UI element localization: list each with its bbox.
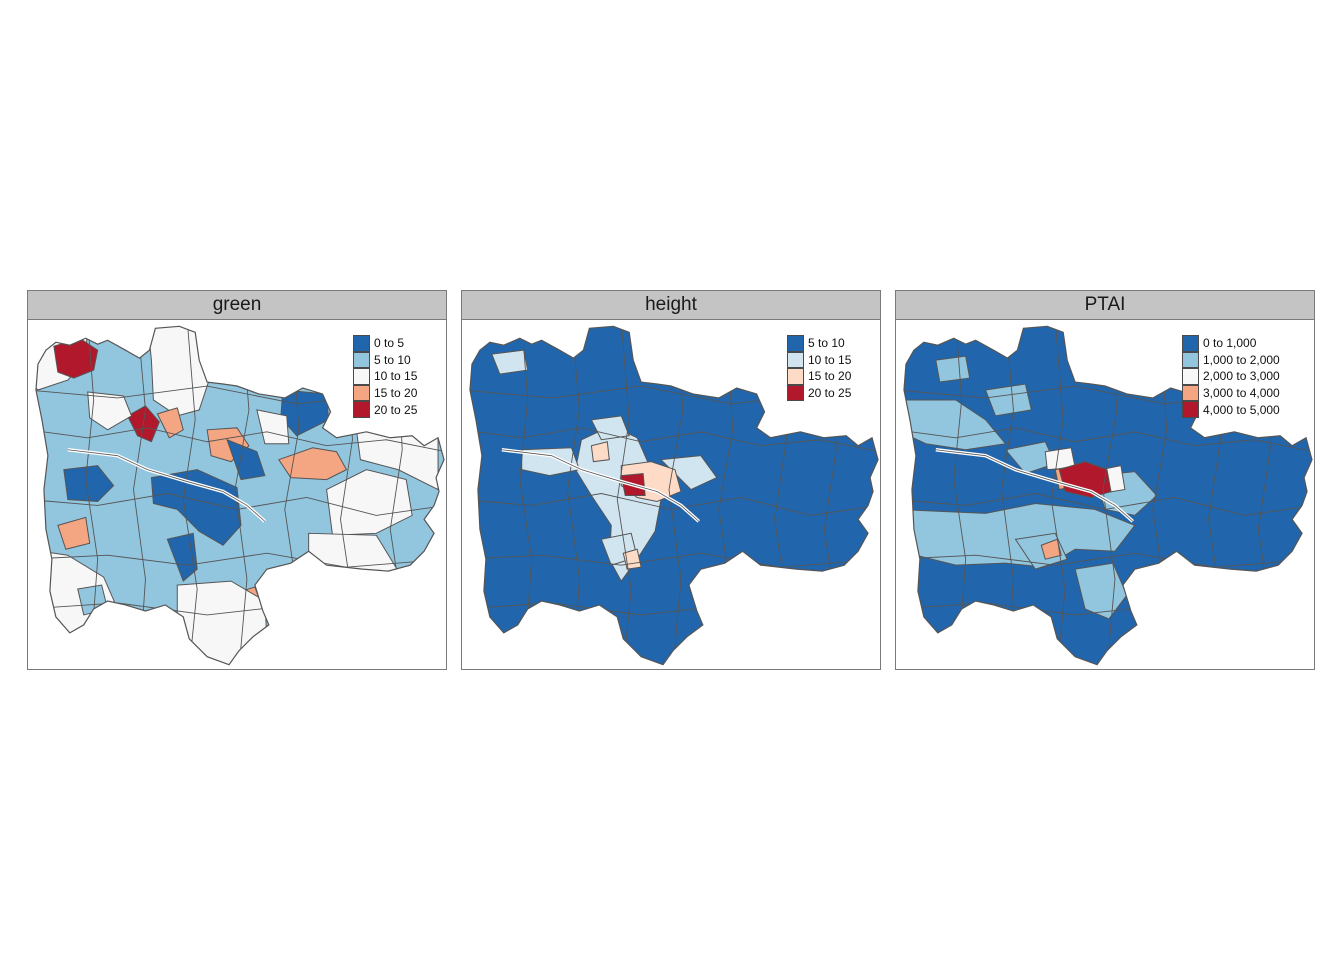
- region: [146, 326, 210, 417]
- legend-swatch: [787, 384, 804, 402]
- legend-item: 0 to 5: [353, 335, 417, 352]
- legend-label: 1,000 to 2,000: [1203, 352, 1280, 367]
- legend-swatch: [1182, 351, 1199, 369]
- map-panel-ptai: PTAI: [895, 290, 1315, 670]
- region: [226, 438, 266, 481]
- region: [156, 407, 184, 439]
- legend-label: 10 to 15: [808, 352, 852, 367]
- legend-item: 1,000 to 2,000: [1182, 351, 1280, 369]
- legend-label: 4,000 to 5,000: [1203, 402, 1280, 417]
- legend-item: 15 to 20: [787, 368, 851, 385]
- legend-label: 2,000 to 3,000: [1203, 369, 1280, 384]
- choropleth-map: [35, 325, 445, 666]
- legend-label: 5 to 10: [374, 352, 411, 367]
- panel-title: height: [462, 291, 880, 320]
- region: [491, 349, 529, 375]
- legend-swatch: [353, 368, 370, 385]
- region: [1040, 538, 1062, 560]
- region: [87, 391, 133, 431]
- choropleth-map: [469, 325, 879, 666]
- legend-item: 20 to 25: [353, 401, 417, 418]
- map-panel-green: green: [27, 290, 447, 670]
- legend-label: 0 to 5: [374, 336, 405, 351]
- legend-label: 5 to 10: [808, 336, 845, 351]
- region: [1074, 562, 1128, 620]
- legend-label: 3,000 to 4,000: [1203, 386, 1280, 401]
- panel-title: PTAI: [896, 291, 1314, 320]
- legend-label: 0 to 1,000: [1203, 336, 1257, 351]
- region: [166, 532, 198, 582]
- legend-label: 20 to 25: [374, 402, 418, 417]
- region: [659, 455, 718, 491]
- legend-swatch: [1182, 335, 1199, 352]
- region: [57, 516, 91, 550]
- legend-item: 10 to 15: [787, 351, 852, 369]
- legend-label: 15 to 20: [808, 369, 852, 384]
- map-area: 0 to 5 5 to 10 10 to 15 15 to 20 20 to 2…: [28, 320, 446, 669]
- legend-swatch: [787, 368, 804, 385]
- legend-swatch: [353, 351, 370, 369]
- region: [984, 383, 1032, 417]
- legend-item: 5 to 10: [353, 351, 417, 369]
- legend-item: 5 to 10: [787, 335, 851, 352]
- region: [63, 465, 115, 502]
- legend-label: 10 to 15: [374, 369, 418, 384]
- legend-item: 10 to 15: [353, 368, 417, 385]
- legend-swatch: [1182, 401, 1199, 418]
- region: [590, 441, 610, 463]
- choropleth-map: [903, 325, 1313, 666]
- legend-swatch: [787, 351, 804, 369]
- legend-label: 15 to 20: [374, 386, 418, 401]
- legend-item: 4,000 to 5,000: [1182, 401, 1280, 418]
- region: [935, 355, 971, 383]
- legend-label: 20 to 25: [808, 386, 852, 401]
- legend-item: 20 to 25: [787, 384, 852, 402]
- region: [590, 415, 630, 441]
- legend: 0 to 5 5 to 10 10 to 15 15 to 20 20 to 2…: [353, 335, 417, 418]
- legend-item: 3,000 to 4,000: [1182, 384, 1280, 402]
- legend-swatch: [353, 384, 370, 402]
- region: [176, 580, 268, 665]
- map-panel-height: height: [461, 290, 881, 670]
- legend: 0 to 1,000 1,000 to 2,000 2,000 to 3,000…: [1182, 335, 1280, 418]
- legend-swatch: [353, 401, 370, 418]
- legend-item: 15 to 20: [353, 384, 418, 402]
- region: [1058, 461, 1112, 499]
- legend-item: 0 to 1,000: [1182, 335, 1280, 352]
- map-area: 0 to 1,000 1,000 to 2,000 2,000 to 3,000…: [896, 320, 1314, 669]
- region: [903, 399, 1007, 451]
- legend-swatch: [353, 335, 370, 352]
- legend-swatch: [1182, 384, 1199, 402]
- legend-swatch: [787, 335, 804, 352]
- panel-title: green: [28, 291, 446, 320]
- legend: 5 to 10 10 to 15 15 to 20 20 to 25: [787, 335, 852, 402]
- map-area: 5 to 10 10 to 15 15 to 20 20 to 25: [462, 320, 880, 669]
- legend-item: 2,000 to 3,000: [1182, 368, 1280, 385]
- legend-swatch: [1182, 368, 1199, 385]
